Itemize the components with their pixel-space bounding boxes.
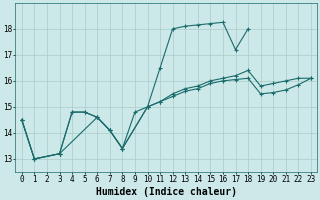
X-axis label: Humidex (Indice chaleur): Humidex (Indice chaleur): [96, 187, 237, 197]
